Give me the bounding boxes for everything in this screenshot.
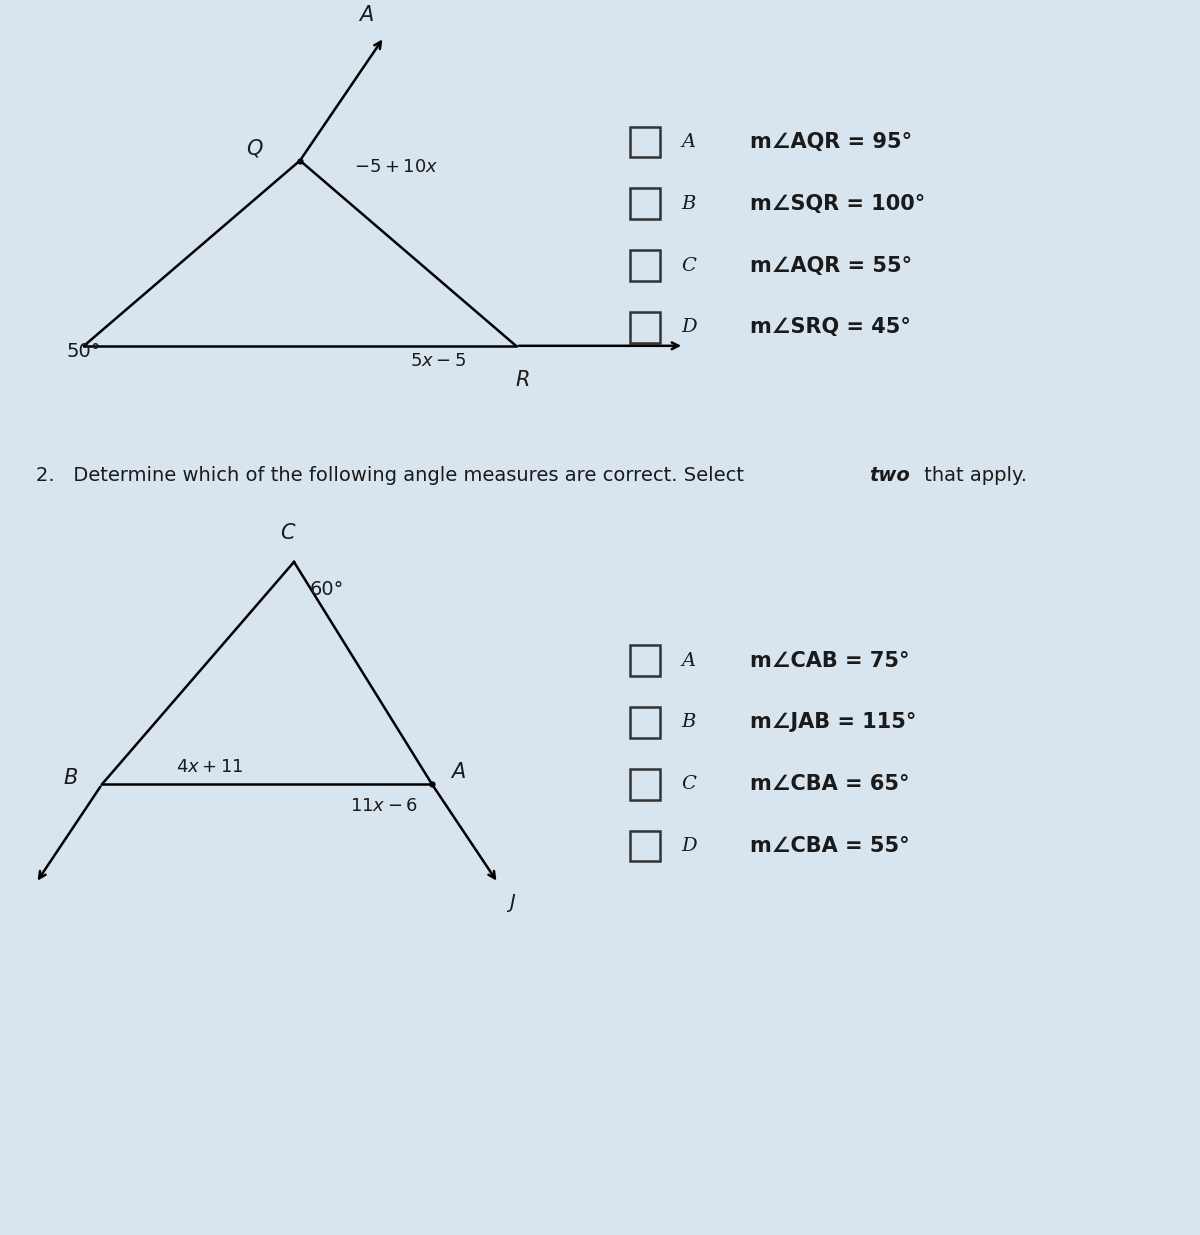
Text: 50°: 50° bbox=[66, 342, 101, 362]
Text: m∠CBA = 55°: m∠CBA = 55° bbox=[750, 836, 910, 856]
Text: $C$: $C$ bbox=[280, 524, 296, 543]
Text: $5x-5$: $5x-5$ bbox=[410, 352, 466, 370]
Bar bbox=[630, 768, 660, 800]
Text: $4x+11$: $4x+11$ bbox=[176, 757, 244, 776]
Text: m∠CBA = 65°: m∠CBA = 65° bbox=[750, 774, 910, 794]
Text: that apply.: that apply. bbox=[918, 466, 1027, 485]
Text: m∠JAB = 115°: m∠JAB = 115° bbox=[750, 713, 917, 732]
Text: $A$: $A$ bbox=[450, 762, 466, 782]
Text: 2.   Determine which of the following angle measures are correct. Select: 2. Determine which of the following angl… bbox=[36, 466, 750, 485]
Text: $B$: $B$ bbox=[62, 768, 78, 788]
Bar bbox=[630, 312, 660, 342]
Text: A: A bbox=[682, 133, 696, 151]
Text: $Q$: $Q$ bbox=[246, 137, 264, 159]
Text: C: C bbox=[682, 776, 696, 793]
Text: $11x-6$: $11x-6$ bbox=[350, 797, 418, 815]
Text: D: D bbox=[682, 837, 697, 855]
Text: B: B bbox=[682, 714, 696, 731]
Bar bbox=[630, 249, 660, 280]
Text: m∠AQR = 95°: m∠AQR = 95° bbox=[750, 132, 912, 152]
Text: 60°: 60° bbox=[310, 580, 344, 599]
Text: $J$: $J$ bbox=[506, 892, 517, 914]
Bar bbox=[630, 188, 660, 220]
Bar bbox=[630, 831, 660, 862]
Text: two: two bbox=[869, 466, 910, 485]
Text: $R$: $R$ bbox=[515, 370, 529, 390]
Text: C: C bbox=[682, 257, 696, 274]
Text: A: A bbox=[682, 652, 696, 669]
Text: B: B bbox=[682, 195, 696, 212]
Text: m∠AQR = 55°: m∠AQR = 55° bbox=[750, 256, 912, 275]
Bar bbox=[630, 706, 660, 739]
Bar bbox=[630, 126, 660, 157]
Text: m∠SQR = 100°: m∠SQR = 100° bbox=[750, 194, 925, 214]
Text: D: D bbox=[682, 319, 697, 336]
Text: m∠SRQ = 45°: m∠SRQ = 45° bbox=[750, 317, 911, 337]
Text: m∠CAB = 75°: m∠CAB = 75° bbox=[750, 651, 910, 671]
Text: $-5+10x$: $-5+10x$ bbox=[354, 158, 438, 175]
Bar bbox=[630, 645, 660, 677]
Text: $A$: $A$ bbox=[358, 5, 374, 25]
